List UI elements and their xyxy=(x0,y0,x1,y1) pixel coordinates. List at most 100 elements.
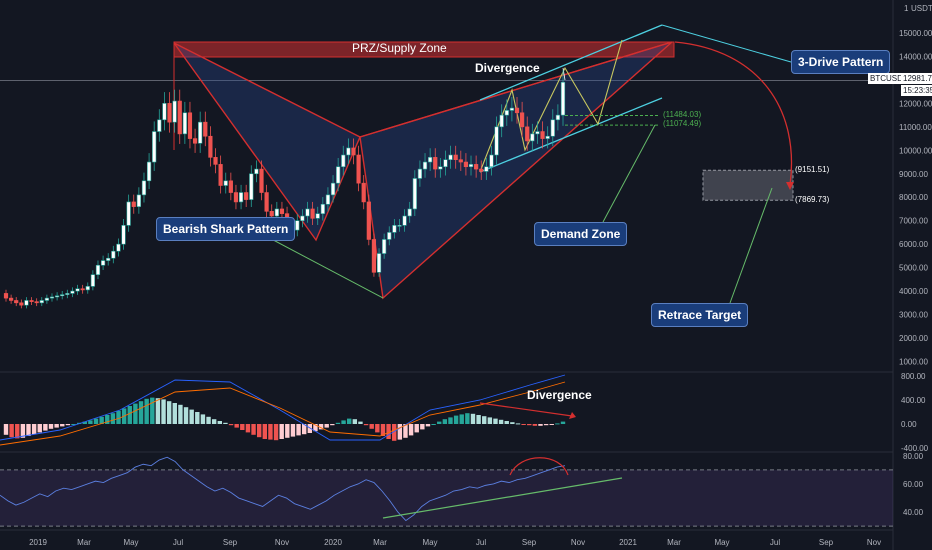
macd-bar xyxy=(330,424,335,426)
candle-body xyxy=(279,208,285,214)
candle-body xyxy=(136,194,141,207)
candle-body xyxy=(208,135,213,158)
demand-zone-label[interactable]: Demand Zone xyxy=(534,222,628,246)
candle-body xyxy=(320,203,325,214)
candle-body xyxy=(116,243,121,252)
macd-bar xyxy=(234,424,239,428)
candle-body xyxy=(70,290,75,294)
macd-bar xyxy=(504,421,509,424)
rsi-axis-tick: 60.00 xyxy=(903,480,924,489)
macd-bar xyxy=(375,424,380,433)
macd-bar xyxy=(521,424,526,425)
macd-bar xyxy=(172,403,177,424)
macd-bar xyxy=(392,424,397,441)
macd-bar xyxy=(228,424,234,426)
candle-body xyxy=(172,100,177,123)
macd-bar xyxy=(116,410,121,424)
macd-bar xyxy=(82,421,87,424)
candle-body xyxy=(407,208,412,217)
macd-axis-tick: 400.00 xyxy=(901,396,926,405)
candle-body xyxy=(366,201,371,240)
time-axis-tick: 2021 xyxy=(619,538,637,547)
macd-bar xyxy=(301,424,307,435)
candle-body xyxy=(412,178,417,210)
rsi-divergence-arc xyxy=(509,457,569,476)
macd-bar xyxy=(20,424,26,438)
candle-body xyxy=(141,180,147,196)
price-axis-tick: 4000.00 xyxy=(899,287,928,296)
macd-bar xyxy=(532,424,538,426)
rsi-trendline xyxy=(382,477,623,519)
macd-bar xyxy=(183,407,189,424)
macd-bar xyxy=(26,424,31,436)
macd-bar xyxy=(369,424,374,429)
time-axis-tick: Mar xyxy=(373,538,387,547)
three-drive-pattern-label[interactable]: 3-Drive Pattern xyxy=(791,50,891,74)
time-axis-tick: Jul xyxy=(770,538,780,547)
candle-body xyxy=(218,164,223,186)
macd-bar xyxy=(555,423,560,425)
candle-body xyxy=(499,114,504,128)
time-axis-tick: Jul xyxy=(476,538,486,547)
rsi-band xyxy=(0,469,893,527)
macd-bar xyxy=(324,424,329,428)
candle-body xyxy=(182,112,187,135)
macd-bar xyxy=(290,424,296,437)
price-axis-tick: 6000.00 xyxy=(899,240,928,249)
candle-body xyxy=(397,225,402,227)
candle-body xyxy=(90,274,95,287)
prz-zone-label: PRZ/Supply Zone xyxy=(352,41,447,55)
candle-body xyxy=(351,147,356,156)
time-axis-tick: Mar xyxy=(77,538,91,547)
candle-body xyxy=(525,126,530,142)
three-drive-pointer xyxy=(661,24,792,63)
macd-bar xyxy=(341,420,346,424)
macd-bar xyxy=(543,424,549,426)
channel-lower xyxy=(479,97,663,173)
time-axis-tick: May xyxy=(123,538,138,547)
macd-bar xyxy=(510,422,515,424)
macd-bar xyxy=(420,424,425,430)
macd-bar xyxy=(453,415,459,424)
price-axis-tick: 15000.00 xyxy=(899,29,932,38)
macd-bar xyxy=(380,424,386,436)
candle-body xyxy=(249,173,254,200)
macd-bar xyxy=(273,424,279,441)
candle-body xyxy=(223,180,228,186)
candle-body xyxy=(198,121,203,144)
countdown-tag: 15:23:35 xyxy=(901,85,932,96)
candle-body xyxy=(530,133,535,142)
macd-bar xyxy=(268,424,273,440)
candle-body xyxy=(305,208,310,217)
last-price-tag: 12981.73 xyxy=(901,73,932,84)
candle-body xyxy=(95,264,101,275)
macd-bar xyxy=(296,424,301,436)
candle-body xyxy=(310,208,315,219)
bearish-shark-pattern-label[interactable]: Bearish Shark Pattern xyxy=(156,217,296,241)
price-axis-tick: 5000.00 xyxy=(899,264,928,273)
candle-body xyxy=(44,297,49,301)
macd-bar xyxy=(138,401,144,424)
macd-bar xyxy=(459,414,464,424)
macd-bar xyxy=(482,416,487,424)
target-lower-value: (7869.73) xyxy=(795,195,830,204)
macd-bar xyxy=(43,424,48,431)
candle-body xyxy=(463,161,469,168)
retrace-target-label[interactable]: Retrace Target xyxy=(651,303,749,327)
candle-body xyxy=(157,119,162,132)
candle-body xyxy=(555,114,560,121)
candle-body xyxy=(126,201,131,226)
macd-bar xyxy=(363,424,369,426)
candle-body xyxy=(346,147,351,156)
macd-bar xyxy=(515,423,521,425)
candle-body xyxy=(392,225,397,233)
candle-body xyxy=(75,288,80,292)
candle-body xyxy=(479,168,484,172)
rsi-axis-tick: 80.00 xyxy=(903,452,924,461)
candle-body xyxy=(238,192,244,203)
candle-body xyxy=(300,215,305,221)
candle-body xyxy=(9,297,14,301)
macd-bar xyxy=(493,418,498,424)
price-axis-tick: 9000.00 xyxy=(899,170,928,179)
